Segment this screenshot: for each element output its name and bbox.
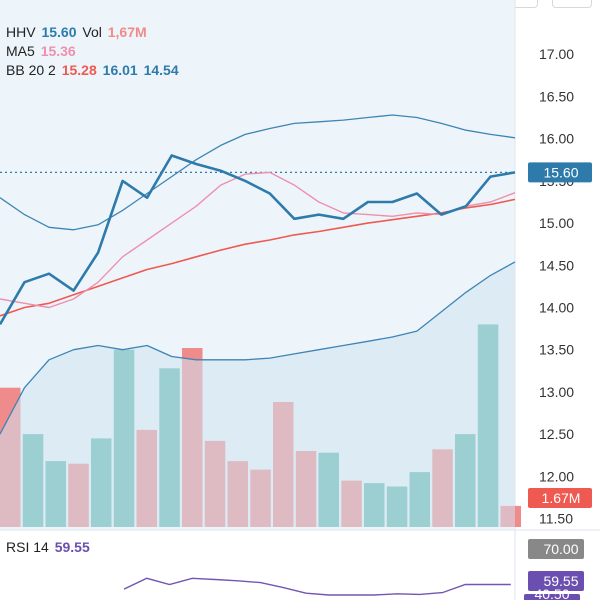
price-tag-text: 15.60 [543,164,578,180]
price-tag-bg [528,162,592,183]
series-line-ma5 [0,171,516,309]
hhv-value: 15.60 [41,24,77,40]
rsi-current-tag-text: 59.55 [543,573,578,589]
y-tick-label: 15.00 [539,215,574,231]
rsi-level-tag: 70.00 [528,539,584,559]
y-tick-label: 14.50 [539,257,574,273]
legend-row-hhv: HHV 15.60 Vol 1,67M [6,23,149,41]
rsi-level-tag-bg [528,539,584,559]
y-tick-label: 13.50 [539,342,574,358]
rsi-label: RSI 14 [6,539,49,555]
bb-lower-value: 14.54 [143,62,179,78]
bb-label: BB 20 2 [6,62,56,78]
ma-value: 15.36 [40,43,76,59]
band-area [0,261,515,527]
rsi-current-tag-bg [528,571,584,591]
legend-row-ma: MA5 15.36 [6,42,78,60]
price-tag: 15.60 [528,162,592,183]
rsi-partial-tag-text: 40.50 [534,586,569,600]
bb-mid-value: 15.28 [61,62,97,78]
ma-label: MA5 [6,43,35,59]
rsi-partial-tag: 40.50 [524,586,580,600]
volume-tag-text: 1.67M [542,490,581,506]
y-tick-label: 12.50 [539,426,574,442]
y-tick-label: 16.00 [539,131,574,147]
legend-row-bb: BB 20 2 15.28 16.01 14.54 [6,61,181,79]
rsi-partial-tag-bg [524,594,580,600]
y-tick-label: 17.00 [539,46,574,62]
y-tick-label: 14.00 [539,300,574,316]
volume-tag: 1.67M [528,488,592,508]
volume-tag-bg [528,488,592,508]
y-tick-label: 16.50 [539,88,574,104]
price-lines [0,114,516,435]
y-tick-label: 12.00 [539,468,574,484]
y-tick-label: 11.50 [539,511,573,527]
series-line-hhv [0,154,516,326]
rsi-panel [123,577,511,596]
rsi-current-tag: 59.55 [528,571,584,591]
rsi-value: 59.55 [54,539,90,555]
vol-label: Vol [82,24,102,40]
bb-upper-value: 16.01 [102,62,138,78]
price-axis: 17.0016.5016.0015.5015.0014.5014.0013.50… [539,46,574,526]
toolbar-button-2[interactable] [552,0,592,8]
y-tick-label: 13.00 [539,384,574,400]
legend-row-rsi: RSI 14 59.55 [6,538,92,556]
vol-value: 1,67M [107,24,147,40]
series-line-bb-upper [0,114,516,231]
hhv-label: HHV [6,24,36,40]
rsi-line [123,577,511,596]
rsi-level-tag-text: 70.00 [543,541,578,557]
series-line-bb-lower [0,261,516,435]
